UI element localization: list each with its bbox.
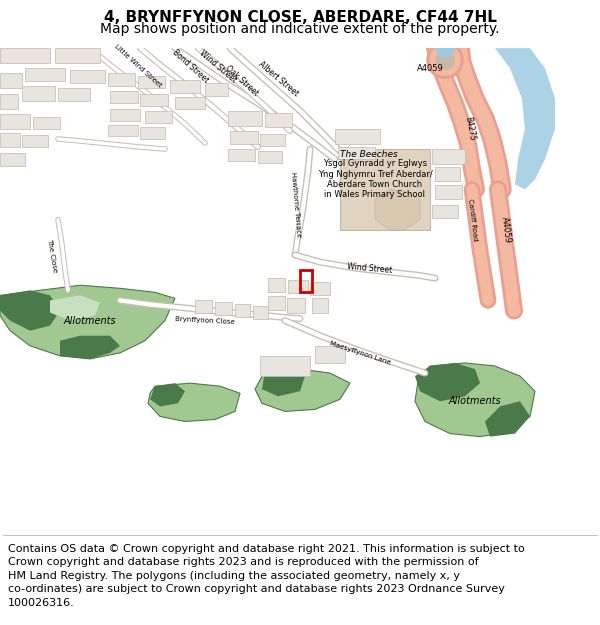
Polygon shape	[340, 149, 430, 230]
Polygon shape	[0, 94, 18, 109]
Polygon shape	[262, 369, 305, 396]
Polygon shape	[490, 48, 555, 189]
Polygon shape	[315, 346, 345, 363]
Text: B4275: B4275	[463, 116, 476, 142]
Polygon shape	[230, 131, 258, 144]
Circle shape	[436, 51, 454, 69]
Polygon shape	[0, 290, 60, 331]
Polygon shape	[22, 86, 55, 101]
Text: Oak Street: Oak Street	[224, 63, 260, 98]
Circle shape	[427, 42, 463, 78]
Polygon shape	[268, 296, 285, 311]
Polygon shape	[108, 125, 138, 136]
Polygon shape	[22, 135, 48, 147]
Text: Hawthorne Terrace: Hawthorne Terrace	[290, 171, 302, 238]
Polygon shape	[0, 114, 30, 129]
Text: Map shows position and indicative extent of the property.: Map shows position and indicative extent…	[100, 22, 500, 36]
Polygon shape	[33, 117, 60, 129]
Polygon shape	[145, 111, 172, 123]
Polygon shape	[148, 383, 240, 421]
Text: 4, BRYNFFYNON CLOSE, ABERDARE, CF44 7HL: 4, BRYNFFYNON CLOSE, ABERDARE, CF44 7HL	[104, 9, 496, 24]
Polygon shape	[108, 73, 135, 86]
Text: Allotments: Allotments	[449, 396, 502, 406]
Polygon shape	[205, 84, 228, 96]
Text: Wind Street: Wind Street	[198, 48, 238, 84]
Polygon shape	[312, 298, 328, 312]
Text: Brynffynon Close: Brynffynon Close	[175, 316, 235, 325]
Polygon shape	[235, 304, 250, 316]
Text: Maesyffynon Lane: Maesyffynon Lane	[329, 340, 391, 366]
Text: Albert Street: Albert Street	[256, 59, 300, 98]
Text: A4059: A4059	[500, 216, 512, 244]
Text: Ysgol Gynradd yr Eglwys
Yng Nghymru Tref Aberdar/
Aberdare Town Church
in Wales : Ysgol Gynradd yr Eglwys Yng Nghymru Tref…	[317, 159, 433, 199]
Polygon shape	[485, 401, 530, 437]
Polygon shape	[338, 147, 375, 159]
Polygon shape	[110, 109, 140, 121]
Polygon shape	[110, 91, 138, 103]
Polygon shape	[415, 363, 535, 437]
Polygon shape	[287, 298, 305, 312]
Polygon shape	[138, 76, 165, 89]
Polygon shape	[55, 48, 100, 63]
Polygon shape	[335, 129, 380, 144]
Polygon shape	[215, 302, 232, 314]
Polygon shape	[265, 112, 292, 127]
Polygon shape	[150, 383, 185, 406]
Text: Contains OS data © Crown copyright and database right 2021. This information is : Contains OS data © Crown copyright and d…	[8, 544, 524, 608]
Polygon shape	[435, 168, 460, 181]
Circle shape	[436, 39, 454, 58]
Polygon shape	[258, 151, 282, 163]
Polygon shape	[0, 285, 175, 359]
Circle shape	[430, 45, 460, 76]
Polygon shape	[140, 94, 168, 106]
Polygon shape	[435, 186, 462, 199]
Text: Little Wind Street: Little Wind Street	[113, 44, 163, 89]
Text: The Close: The Close	[46, 238, 58, 272]
Polygon shape	[175, 96, 205, 109]
Polygon shape	[58, 89, 90, 101]
Text: A4059: A4059	[416, 64, 443, 72]
Polygon shape	[0, 153, 25, 166]
Polygon shape	[228, 111, 262, 126]
Polygon shape	[70, 71, 105, 84]
Polygon shape	[260, 134, 285, 146]
Polygon shape	[140, 127, 165, 139]
Text: Bond Street: Bond Street	[170, 48, 210, 85]
Polygon shape	[260, 356, 310, 376]
Polygon shape	[195, 301, 212, 312]
Polygon shape	[0, 73, 22, 89]
Polygon shape	[60, 336, 120, 359]
Polygon shape	[0, 133, 20, 147]
Text: Allotments: Allotments	[64, 316, 116, 326]
Text: The Beeches: The Beeches	[340, 149, 398, 159]
Polygon shape	[253, 306, 268, 319]
Polygon shape	[170, 81, 200, 92]
Text: Wind Street: Wind Street	[347, 262, 393, 274]
Polygon shape	[50, 296, 100, 321]
Polygon shape	[288, 280, 308, 293]
Polygon shape	[268, 278, 285, 292]
Polygon shape	[432, 204, 458, 217]
Polygon shape	[375, 189, 420, 230]
Polygon shape	[228, 149, 255, 161]
Text: Cardiff Road: Cardiff Road	[467, 198, 479, 241]
Polygon shape	[432, 149, 465, 164]
Polygon shape	[310, 282, 330, 296]
Polygon shape	[255, 369, 350, 411]
Polygon shape	[415, 363, 480, 401]
Polygon shape	[25, 68, 65, 81]
Polygon shape	[0, 48, 50, 63]
